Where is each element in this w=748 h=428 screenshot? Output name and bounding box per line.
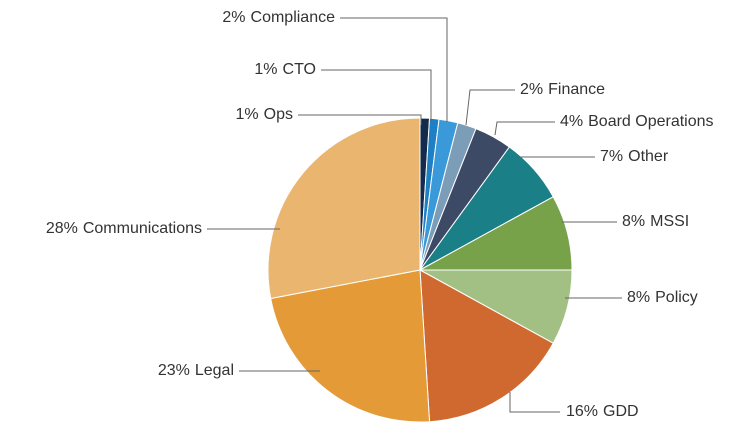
slice-value-label: 16%	[566, 403, 598, 420]
leader-line	[298, 114, 422, 125]
slice-value-label: 8%	[627, 289, 650, 306]
slice-label: 8% MSSI	[622, 213, 689, 230]
slice-label: 8% Policy	[627, 289, 698, 306]
slice-category: Policy	[655, 289, 698, 306]
slice-category: Ops	[264, 106, 293, 123]
pie-slice	[270, 269, 431, 423]
slice-label: 1% Ops	[236, 106, 293, 123]
pie-slice	[419, 269, 554, 423]
slice-category: MSSI	[650, 213, 689, 230]
slice-category: Other	[628, 148, 669, 165]
slice-value-label: 28%	[46, 220, 78, 237]
slice-value-label: 8%	[622, 213, 645, 230]
slice-label: 2% Finance	[520, 81, 605, 98]
slice-category: Communications	[83, 220, 202, 237]
slice-category: Legal	[195, 362, 234, 379]
slice-label: 1% CTO	[254, 61, 316, 78]
slice-label: 16% GDD	[566, 403, 639, 420]
slice-label: 23% Legal	[158, 362, 234, 379]
slice-label: 28% Communications	[46, 220, 202, 237]
slice-value-label: 1%	[254, 61, 277, 78]
slice-value-label: 23%	[158, 362, 190, 379]
leader-line	[494, 121, 555, 136]
slice-category: GDD	[603, 403, 639, 420]
leader-line	[509, 392, 560, 413]
leader-line	[321, 69, 432, 122]
slice-value-label: 1%	[236, 106, 259, 123]
slice-category: CTO	[283, 61, 316, 78]
slice-label: 2% Compliance	[222, 9, 335, 26]
pie-slice	[267, 117, 421, 300]
slice-value-label: 4%	[560, 113, 583, 130]
slice-label: 7% Other	[600, 148, 669, 165]
slice-value-label: 2%	[520, 81, 543, 98]
slice-value-label: 2%	[222, 9, 245, 26]
leader-line	[465, 89, 515, 126]
slice-category: Finance	[548, 81, 605, 98]
slice-value-label: 7%	[600, 148, 623, 165]
slice-category: Board Operations	[588, 113, 713, 130]
slice-label: 4% Board Operations	[560, 113, 714, 130]
leader-line	[340, 17, 448, 122]
slice-category: Compliance	[251, 9, 336, 26]
